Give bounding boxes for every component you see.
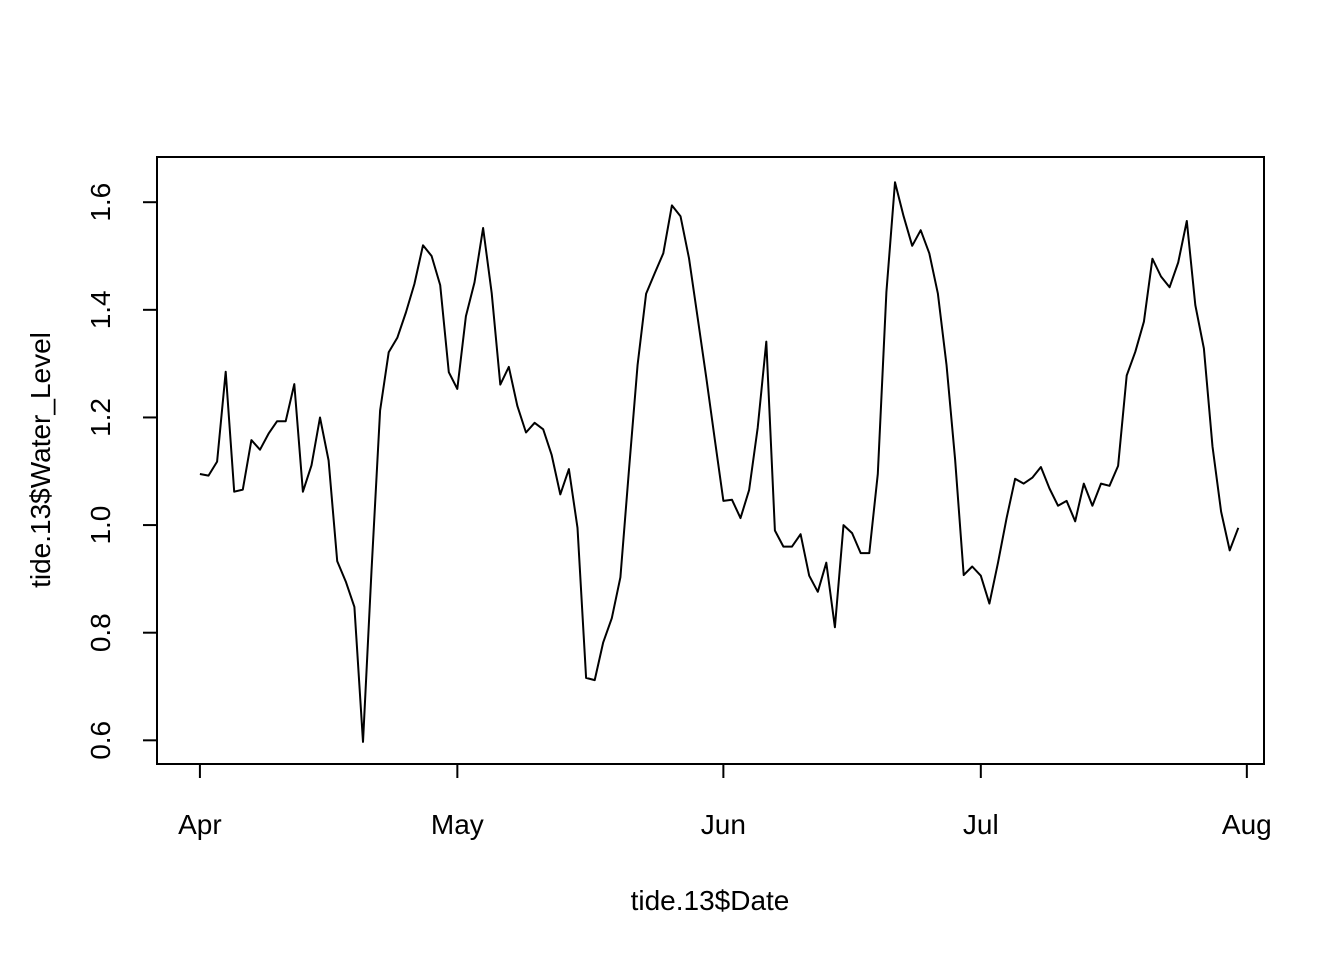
y-tick-label: 0.8	[85, 613, 116, 652]
x-tick-label: Jun	[701, 809, 746, 840]
series-layer	[199, 181, 1240, 743]
y-tick-label: 0.6	[85, 721, 116, 760]
y-axis: 0.6 0.8 1.0 1.2 1.4 1.6	[85, 183, 158, 760]
x-tick-label: May	[431, 809, 484, 840]
x-tick-label: Aug	[1222, 809, 1272, 840]
y-axis-title: tide.13$Water_Level	[25, 332, 56, 588]
x-tick-label: Apr	[178, 809, 222, 840]
series-line	[199, 181, 1240, 743]
x-axis: Apr May Jun Jul Aug	[178, 763, 1272, 840]
y-tick-label: 1.2	[85, 398, 116, 437]
x-tick-label: Jul	[963, 809, 999, 840]
y-tick-label: 1.4	[85, 290, 116, 329]
plot-area-frame	[156, 156, 1265, 765]
y-tick-label: 1.0	[85, 506, 116, 545]
y-tick-label: 1.6	[85, 183, 116, 222]
x-axis-title: tide.13$Date	[631, 885, 790, 916]
